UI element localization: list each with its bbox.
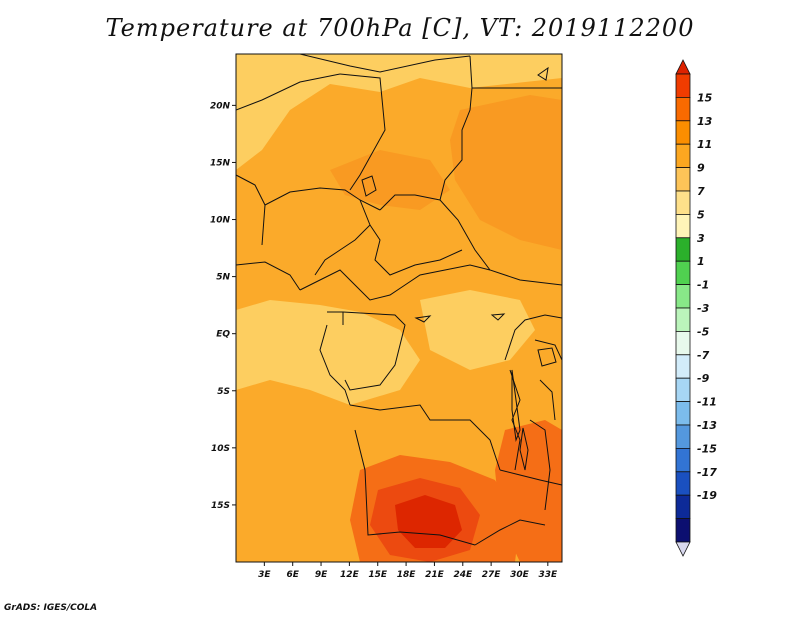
latitude-axis: 20N 15N 10N 5N EQ 5S 10S 15S	[210, 101, 236, 511]
lat-tick-label: 10N	[210, 216, 231, 226]
colorbar-label: -13	[697, 419, 717, 432]
field-hottest-core	[395, 495, 462, 548]
temperature-field	[236, 54, 562, 562]
grads-credit: GrADS: IGES/COLA	[4, 603, 98, 613]
chart-title: Temperature at 700hPa [C], VT: 201911220…	[105, 14, 695, 42]
colorbar-swatch	[675, 97, 691, 122]
lat-tick-label: 10S	[211, 444, 230, 454]
colorbar-label: -7	[697, 349, 710, 362]
colorbar-swatch	[675, 284, 691, 309]
lon-tick-label: 30E	[510, 570, 530, 580]
colorbar-top-triangle	[675, 59, 691, 75]
map-frame	[235, 53, 563, 563]
colorbar-label: 15	[697, 91, 713, 104]
colorbar-swatch	[675, 120, 691, 145]
lat-tick-label: 20N	[210, 101, 231, 111]
colorbar-label: 1	[697, 255, 705, 268]
lon-tick-label: 9E	[315, 570, 328, 580]
colorbar-swatch	[675, 237, 691, 262]
field-light-east	[420, 290, 535, 370]
lat-tick-label: 5N	[216, 273, 230, 283]
colorbar-swatch	[675, 260, 691, 286]
colorbar-swatch	[675, 73, 691, 98]
colorbar-label: 7	[697, 185, 705, 198]
colorbar-swatch	[675, 167, 691, 192]
colorbar-swatch	[675, 377, 691, 403]
lat-tick-label: EQ	[216, 330, 230, 340]
field-hot-southeast	[495, 420, 562, 562]
colorbar-label: 13	[697, 115, 713, 128]
lon-tick-label: 33E	[538, 570, 558, 580]
lat-tick-label: 15N	[210, 158, 231, 168]
field-warm-northeast	[450, 95, 562, 250]
colorbar-label: 5	[697, 208, 705, 221]
lon-tick-label: 3E	[258, 570, 271, 580]
lon-tick-label: 15E	[368, 570, 388, 580]
colorbar-swatch	[675, 354, 691, 379]
colorbar-label: -3	[697, 302, 710, 315]
colorbar-swatch	[675, 143, 691, 168]
colorbar-label: -19	[697, 489, 717, 502]
lat-tick-label: 5S	[217, 387, 230, 397]
colorbar-label: 9	[697, 162, 705, 175]
lakes	[361, 66, 557, 471]
colorbar-swatch	[675, 518, 691, 543]
colorbar-swatch	[675, 401, 691, 426]
colorbar-label: -1	[697, 279, 709, 292]
colorbar: 15 13 11 9 7 5 3 1 -1 -3 -5 -7 -9 -11 -13 -15 -17 -19	[675, 59, 717, 557]
country-borders	[236, 54, 562, 546]
colorbar-label: 11	[697, 138, 712, 151]
colorbar-swatch	[675, 447, 691, 473]
colorbar-swatch	[675, 424, 691, 449]
colorbar-swatch	[675, 494, 691, 520]
field-light-central	[236, 300, 420, 405]
colorbar-bottom-triangle	[675, 541, 691, 557]
lat-tick-label: 15S	[211, 501, 230, 511]
lon-tick-label: 21E	[425, 570, 445, 580]
colorbar-label: 3	[697, 232, 705, 245]
colorbar-swatch	[675, 330, 691, 356]
colorbar-label: -11	[697, 396, 717, 409]
longitude-axis: 3E 6E 9E 12E 15E 18E 21E 24E 27E 30E 33E	[258, 562, 558, 580]
colorbar-swatch	[675, 190, 691, 215]
lon-tick-label: 18E	[397, 570, 417, 580]
colorbar-swatch	[675, 213, 691, 239]
field-light-north	[236, 54, 562, 170]
colorbar-label: -5	[697, 325, 710, 338]
lon-tick-label: 24E	[453, 570, 473, 580]
field-warm-sahel	[330, 150, 450, 210]
colorbar-label: -9	[697, 372, 710, 385]
colorbar-label: -15	[697, 442, 717, 455]
colorbar-label: -17	[697, 466, 717, 479]
lon-tick-label: 6E	[286, 570, 299, 580]
lon-tick-label: 12E	[340, 570, 360, 580]
lon-tick-label: 27E	[482, 570, 502, 580]
colorbar-swatch	[675, 471, 691, 496]
colorbar-swatch	[675, 307, 691, 332]
